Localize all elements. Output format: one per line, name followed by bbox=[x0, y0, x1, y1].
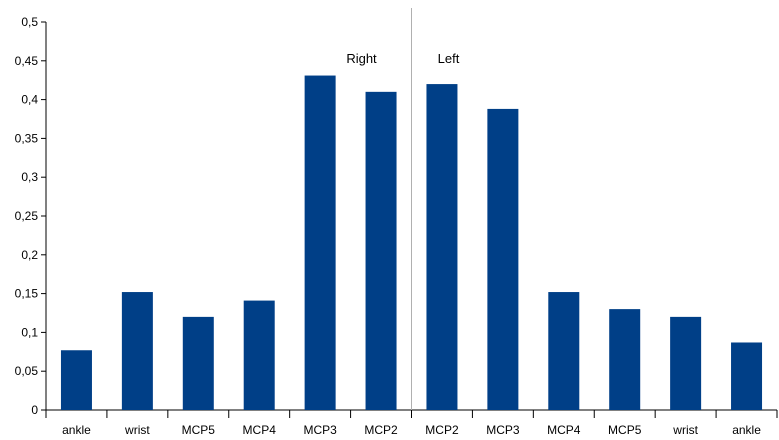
x-tick-label: wrist bbox=[672, 423, 698, 437]
y-tick-label: 0,25 bbox=[15, 209, 39, 223]
bar bbox=[365, 91, 397, 410]
x-tick-label: MCP3 bbox=[303, 423, 337, 437]
bars bbox=[60, 75, 763, 411]
x-tick-label: wrist bbox=[124, 423, 150, 437]
x-tick-label: MCP5 bbox=[608, 423, 642, 437]
y-tick-label: 0,3 bbox=[21, 170, 38, 184]
bar bbox=[60, 350, 92, 410]
bar bbox=[609, 309, 641, 410]
x-tick-label: MCP2 bbox=[364, 423, 398, 437]
bar bbox=[548, 292, 580, 410]
bar bbox=[304, 75, 336, 410]
x-axis: ankle wrist MCP5 MCP4 MCP3 MCP2 MCP2 MCP3 MCP4 MC… bbox=[45, 409, 778, 437]
y-tick-label: 0,2 bbox=[21, 248, 38, 262]
bar bbox=[182, 316, 214, 410]
bar bbox=[243, 300, 275, 410]
y-tick-label: 0,15 bbox=[15, 287, 39, 301]
annotation-right: Right bbox=[346, 51, 377, 66]
x-tick-label: MCP2 bbox=[425, 423, 459, 437]
y-tick-label: 0 bbox=[31, 403, 38, 417]
x-tick-label: ankle bbox=[62, 423, 91, 437]
bar bbox=[121, 292, 153, 410]
y-tick-label: 0,1 bbox=[21, 325, 38, 339]
x-tick-label: ankle bbox=[732, 423, 761, 437]
y-tick-label: 0,45 bbox=[15, 54, 39, 68]
annotation-left: Left bbox=[438, 51, 460, 66]
bar bbox=[426, 84, 458, 410]
bar bbox=[487, 108, 519, 411]
y-axis: 0 0,05 0,1 0,15 0,2 0,25 0,3 0,35 0,4 0,45 0,5 bbox=[15, 15, 47, 417]
y-tick-label: 0,5 bbox=[21, 15, 38, 29]
x-tick-label: MCP5 bbox=[182, 423, 216, 437]
y-tick-label: 0,4 bbox=[21, 93, 38, 107]
y-tick-label: 0,05 bbox=[15, 364, 39, 378]
x-tick-label: MCP4 bbox=[547, 423, 581, 437]
bar bbox=[670, 316, 702, 410]
y-tick-label: 0,35 bbox=[15, 131, 39, 145]
x-tick-label: MCP3 bbox=[486, 423, 520, 437]
x-tick-label: MCP4 bbox=[243, 423, 277, 437]
bar bbox=[731, 342, 763, 410]
